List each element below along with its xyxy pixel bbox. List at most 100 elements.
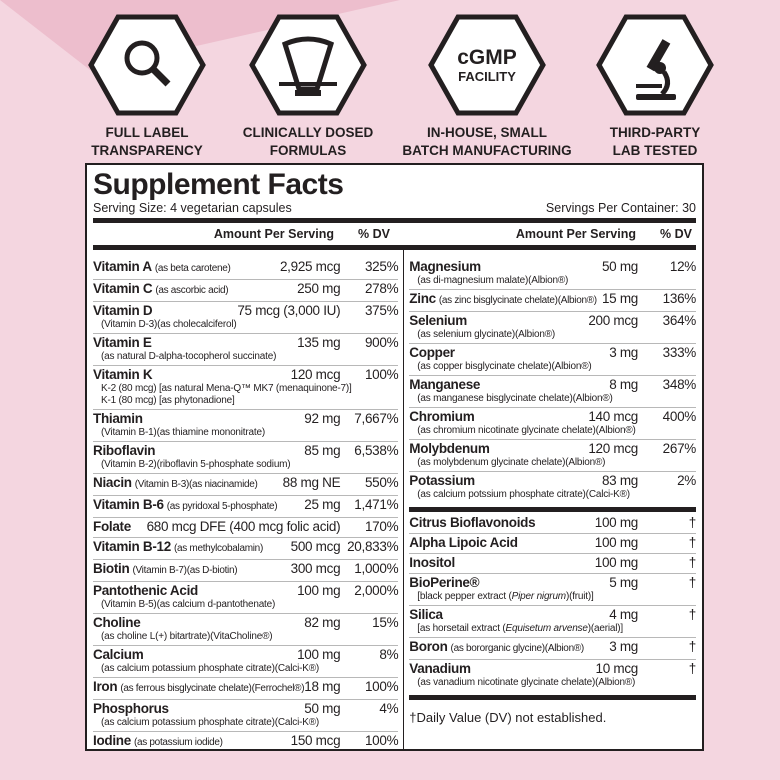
nutrient-dv: 136% (662, 291, 697, 306)
nutrient-name: Zinc (409, 291, 436, 306)
cgmp-facility-icon: cGMP FACILITY (428, 14, 546, 116)
nutrient-dv: 2% (677, 473, 696, 488)
nutrient-source-detail: [black pepper extract (Piper nigrum)(fru… (409, 591, 696, 603)
feature-clinically-dosed: CLINICALLY DOSED FORMULAS (213, 14, 403, 160)
nutrient-name: Choline (93, 615, 141, 630)
dv-header: % DV (660, 227, 692, 241)
nutrient-dv: 400% (662, 409, 697, 424)
nutrient-name: Iodine (93, 733, 131, 748)
footnote: †Daily Value (DV) not established. (409, 710, 607, 725)
nutrient-dv: † (688, 661, 697, 676)
nutrient-amount: 5 mg (609, 575, 638, 590)
nutrient-name: Molybdenum (409, 441, 490, 456)
nutrient-row: Manganese 8 mg 348% (as manganese bisglycin… (409, 376, 696, 408)
nutrient-row: Inositol 100 mg † (409, 554, 696, 574)
nutrient-name: Citrus Bioflavonoids (409, 515, 536, 530)
nutrient-row: BioPerine® 5 mg † [black pepper extract (Pi… (409, 574, 696, 606)
nutrient-amount: 15 mg (601, 291, 638, 306)
nutrient-row: Phosphorus 50 mg 4% (as calcium potassium p… (93, 700, 399, 732)
nutrient-main-line: Iron (as ferrous bisglycinate chelate)(Fe… (93, 679, 399, 697)
dv-header: % DV (358, 227, 390, 241)
nutrient-dv: † (688, 515, 697, 530)
nutrient-amount: 4 mg (609, 607, 638, 622)
detail-text: [as horsetail extract ( (417, 623, 506, 634)
feature-label-line1: THIRD-PARTY (609, 125, 701, 140)
divider (409, 695, 696, 700)
nutrient-name: Riboflavin (93, 443, 156, 458)
nutrient-source-note: (as bororganic glycine)(Albion®) (450, 643, 585, 654)
nutrient-main-line: Inositol 100 mg † (409, 555, 696, 571)
nutrient-source-note: (as ferrous bisglycinate chelate)(Ferroc… (120, 683, 305, 694)
nutrient-amount: 25 mg (304, 497, 341, 512)
feature-label-line2: LAB TESTED (612, 143, 698, 158)
nutrient-main-line: Phosphorus 50 mg 4% (93, 701, 399, 717)
nutrient-row: Vitamin D 75 mcg (3,000 IU) 375% (Vitamin D… (93, 302, 399, 334)
nutrient-name: BioPerine® (409, 575, 480, 590)
nutrient-main-line: Iodine (as potassium iodide) 150 mcg 100% (93, 733, 399, 751)
nutrient-source-detail: (as calcium potssium phosphate citrate)(… (417, 489, 630, 500)
nutrient-source-note: (as methylcobalamin) (173, 543, 263, 554)
nutrient-name: Biotin (93, 561, 130, 576)
nutrient-main-line: Calcium 100 mg 8% (93, 647, 399, 663)
nutrient-source-detail: K-2 (80 mcg) [as natural Mena-Q™ MK7 (me… (101, 383, 352, 394)
nutrient-source-detail: (as natural D-alpha-tocopherol succinate… (101, 351, 277, 362)
nutrient-name: Boron (409, 639, 448, 654)
nutrient-amount: 100 mg (594, 555, 639, 570)
nutrient-row: Niacin (Vitamin B-3)(as niacinamide) 88 mg… (93, 474, 399, 496)
nutrient-amount: 500 mcg (290, 539, 341, 554)
nutrient-main-line: Molybdenum 120 mcg 267% (409, 441, 696, 457)
nutrient-row: Vitamin B-12 (as methylcobalamin) 500 mcg 2… (93, 538, 399, 560)
nutrient-name: Vitamin K (93, 367, 153, 382)
nutrient-name: Vanadium (409, 661, 471, 676)
feature-label-line2: BATCH MANUFACTURING (402, 143, 572, 158)
nutrient-main-line: Biotin (Vitamin B-7)(as D-biotin) 300 mcg 1… (93, 561, 399, 579)
scale-icon (249, 14, 367, 116)
nutrient-row: Vanadium 10 mcg † (as vanadium nicotinate g… (409, 660, 696, 691)
nutrient-amount: 85 mg (304, 443, 341, 458)
nutrient-source-detail: (as calcium potassium phosphate citrate)… (101, 663, 320, 674)
nutrient-source-detail: (as di-magnesium malate)(Albion®) (417, 275, 569, 286)
nutrient-name: Calcium (93, 647, 144, 662)
nutrient-dv: † (688, 575, 697, 590)
nutrient-name: Potassium (409, 473, 475, 488)
nutrient-main-line: BioPerine® 5 mg † (409, 575, 696, 591)
nutrient-main-line: Vitamin B-12 (as methylcobalamin) 500 mcg 2… (93, 539, 399, 557)
svg-text:FACILITY: FACILITY (458, 69, 516, 84)
nutrient-dv: 900% (364, 335, 399, 350)
nutrient-row: Magnesium 50 mg 12% (as di-magnesium malate… (409, 258, 696, 290)
nutrient-row: Pantothenic Acid 100 mg 2,000% (Vitamin B-5… (93, 582, 399, 614)
nutrient-amount: 50 mg (304, 701, 341, 716)
nutrient-dv: 348% (662, 377, 697, 392)
nutrient-amount: 250 mg (297, 281, 341, 296)
nutrient-name: Phosphorus (93, 701, 169, 716)
nutrient-main-line: Vitamin D 75 mcg (3,000 IU) 375% (93, 303, 399, 319)
nutrient-source-note: (as pyridoxal 5-phosphate) (166, 501, 278, 512)
nutrient-name: Iron (93, 679, 118, 694)
nutrient-source-detail: [as horsetail extract (Equisetum arvense… (409, 623, 696, 635)
nutrient-amount: 100 mg (594, 515, 639, 530)
nutrient-main-line: Copper 3 mg 333% (409, 345, 696, 361)
nutrient-source-note: (as zinc bisglycinate chelate)(Albion®) (438, 295, 597, 306)
nutrient-row: Choline 82 mg 15% (as choline L(+) bitartra… (93, 614, 399, 646)
nutrient-row: Molybdenum 120 mcg 267% (as molybdenum glyc… (409, 440, 696, 472)
nutrient-amount: 2,925 mcg (279, 259, 341, 274)
nutrient-name: Selenium (409, 313, 467, 328)
nutrient-main-line: Potassium 83 mg 2% (409, 473, 696, 489)
nutrient-row: Iron (as ferrous bisglycinate chelate)(Fe… (93, 678, 399, 700)
nutrient-main-line: Citrus Bioflavonoids 100 mg † (409, 515, 696, 531)
nutrient-main-line: Thiamin 92 mg 7,667% (93, 411, 399, 427)
detail-text: )(fruit)] (565, 591, 594, 602)
nutrient-amount: 120 mcg (290, 367, 341, 382)
nutrient-row: Vitamin C (as ascorbic acid) 250 mg 278% (93, 280, 399, 302)
panel-title: Supplement Facts (93, 168, 344, 201)
nutrient-amount: 680 mcg DFE (400 mcg folic acid) (146, 519, 341, 534)
nutrient-main-line: Vitamin E 135 mg 900% (93, 335, 399, 351)
feature-label-line2: FORMULAS (269, 143, 347, 158)
nutrient-source-note: (as beta carotene) (154, 263, 231, 274)
nutrient-amount: 50 mg (601, 259, 638, 274)
nutrient-source-detail: (as molybdenum glycinate chelate)(Albion… (417, 457, 606, 468)
nutrient-main-line: Boron (as bororganic glycine)(Albion®) 3 m… (409, 639, 696, 657)
nutrient-source-note: (Vitamin B-3)(as niacinamide) (134, 479, 258, 490)
nutrient-source-detail: (Vitamin B-2)(riboflavin 5-phosphate sod… (101, 459, 291, 470)
servings-per-container: Servings Per Container: 30 (545, 201, 696, 215)
